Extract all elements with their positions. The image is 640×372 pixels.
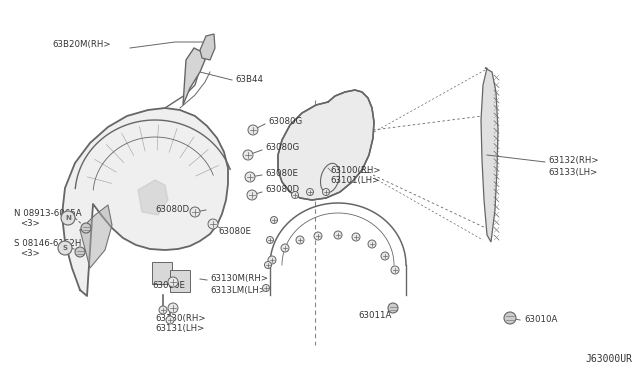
Circle shape (268, 256, 276, 264)
Text: 63B44: 63B44 (235, 76, 263, 84)
Polygon shape (183, 48, 205, 105)
Circle shape (75, 247, 85, 257)
Polygon shape (170, 270, 190, 292)
Circle shape (352, 233, 360, 241)
Circle shape (159, 306, 167, 314)
Circle shape (391, 266, 399, 274)
Text: 63132(RH>: 63132(RH> (548, 157, 598, 166)
Circle shape (190, 207, 200, 217)
Circle shape (81, 223, 91, 233)
Circle shape (334, 231, 342, 239)
Circle shape (264, 262, 271, 269)
Circle shape (266, 237, 273, 244)
Text: J63000UR: J63000UR (585, 354, 632, 364)
Circle shape (247, 190, 257, 200)
Text: 63133(LH>: 63133(LH> (548, 167, 597, 176)
Polygon shape (278, 90, 374, 200)
Text: 63101(LH>: 63101(LH> (330, 176, 380, 186)
Text: 63100(RH>: 63100(RH> (330, 166, 381, 174)
Circle shape (243, 150, 253, 160)
Text: 63131(LH>: 63131(LH> (155, 324, 204, 334)
Text: 63010A: 63010A (524, 315, 557, 324)
Circle shape (368, 240, 376, 248)
Polygon shape (481, 68, 498, 242)
Circle shape (388, 303, 398, 313)
Text: <3>: <3> (20, 250, 40, 259)
Text: 63080G: 63080G (265, 144, 300, 153)
Text: 63080E: 63080E (265, 169, 298, 177)
Circle shape (504, 312, 516, 324)
Text: N: N (65, 215, 71, 221)
Circle shape (307, 189, 314, 196)
Circle shape (381, 252, 389, 260)
Circle shape (168, 303, 178, 313)
Text: 63080E: 63080E (218, 228, 251, 237)
Polygon shape (138, 180, 168, 215)
Circle shape (245, 172, 255, 182)
Circle shape (281, 244, 289, 252)
Text: 63080G: 63080G (268, 118, 302, 126)
Circle shape (58, 241, 72, 255)
Text: 63080D: 63080D (265, 186, 299, 195)
Text: 6313LM(LH>: 6313LM(LH> (210, 285, 266, 295)
Polygon shape (80, 205, 112, 268)
Text: <3>: <3> (20, 219, 40, 228)
Circle shape (166, 316, 174, 324)
Text: 63080E: 63080E (152, 280, 185, 289)
Circle shape (296, 236, 304, 244)
Circle shape (168, 277, 178, 287)
Circle shape (291, 192, 298, 199)
Text: 63080D: 63080D (155, 205, 189, 215)
Text: 63B20M(RH>: 63B20M(RH> (52, 39, 111, 48)
Text: N 08913-6065A: N 08913-6065A (14, 209, 82, 218)
Circle shape (208, 219, 218, 229)
Text: S 08146-6162H: S 08146-6162H (14, 240, 81, 248)
Circle shape (248, 125, 258, 135)
Polygon shape (200, 34, 215, 60)
Circle shape (271, 217, 278, 224)
Polygon shape (62, 108, 228, 296)
Circle shape (314, 232, 322, 240)
Polygon shape (152, 262, 172, 284)
Text: 63130(RH>: 63130(RH> (155, 314, 205, 323)
Text: 63130M(RH>: 63130M(RH> (210, 275, 268, 283)
Text: S: S (63, 245, 67, 251)
Circle shape (262, 285, 269, 292)
Circle shape (61, 211, 75, 225)
Text: 63011A: 63011A (358, 311, 392, 320)
Circle shape (323, 189, 330, 196)
